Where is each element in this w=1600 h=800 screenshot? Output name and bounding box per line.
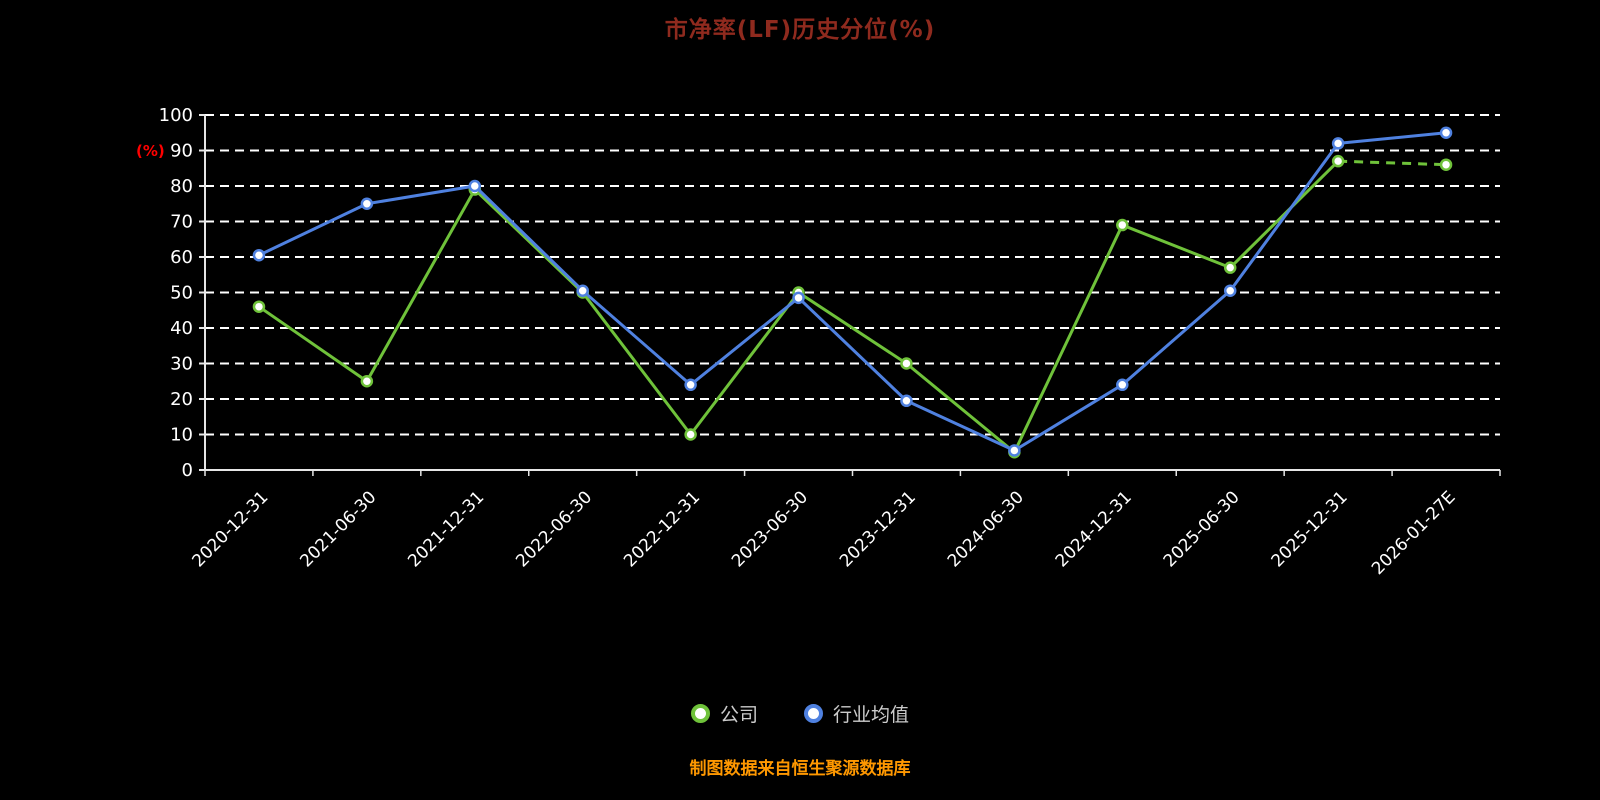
legend-label-industry-average: 行业均值 [833, 704, 910, 726]
y-axis-unit-label: (%) [136, 142, 165, 160]
data-point[interactable] [576, 284, 589, 297]
data-point[interactable] [1331, 137, 1345, 150]
data-point[interactable] [684, 428, 697, 441]
x-axis-label: 2022-12-31 [620, 487, 704, 571]
y-axis-tick-label: 20 [170, 389, 193, 410]
y-axis-tick-label: 60 [170, 247, 193, 268]
data-point[interactable] [360, 197, 374, 210]
data-point[interactable] [1331, 154, 1345, 168]
legend: 公司 行业均值 [0, 700, 1600, 727]
data-source-caption: 制图数据来自恒生聚源数据库 [689, 759, 911, 779]
y-axis-tick-label: 50 [170, 283, 193, 304]
data-point[interactable] [792, 291, 805, 305]
series-line-0-forecast-segment [1338, 159, 1447, 167]
y-axis-tick-label: 70 [170, 212, 193, 233]
x-axis-label: 2024-06-30 [944, 487, 1028, 571]
data-point[interactable] [252, 248, 266, 262]
x-axis-label: 2023-12-31 [836, 487, 920, 571]
legend-marker-company-icon [690, 704, 710, 723]
data-point[interactable] [1439, 126, 1453, 139]
data-point[interactable] [1008, 444, 1021, 457]
x-axis-label: 2025-06-30 [1160, 487, 1244, 571]
x-axis-label: 2023-06-30 [728, 487, 812, 571]
data-point[interactable] [900, 357, 913, 370]
x-axis-label: 2026-01-27E [1368, 487, 1460, 579]
series-line-1 [257, 131, 1448, 452]
data-point[interactable] [468, 179, 482, 193]
data-point[interactable] [1223, 261, 1237, 274]
data-point[interactable] [1223, 284, 1237, 297]
x-axis-label: 2020-12-31 [188, 487, 272, 571]
x-axis-label: 2021-06-30 [296, 487, 380, 571]
x-axis-label: 2025-12-31 [1268, 487, 1352, 571]
x-axis-label: 2021-12-31 [404, 487, 488, 571]
y-axis-tick-label: 0 [182, 460, 193, 481]
y-axis-tick-label: 80 [170, 176, 193, 197]
chart-title: 市净率(LF)历史分位(%) [664, 17, 936, 43]
x-axis-label: 2024-12-31 [1052, 487, 1136, 571]
line-chart: 0 10 20 30 40 50 60 70 80 90 100 2020-12-31 2021-06-… [159, 105, 1501, 579]
legend-item-company[interactable]: 公司 [690, 700, 758, 727]
data-point[interactable] [1439, 158, 1453, 171]
y-axis-tick-label: 30 [170, 354, 193, 375]
y-axis-tick-label: 100 [159, 105, 193, 126]
y-axis-tick-label: 40 [170, 318, 193, 339]
data-point[interactable] [684, 378, 697, 392]
legend-marker-industry-average-icon [804, 704, 823, 723]
legend-label-company: 公司 [719, 704, 758, 726]
data-point[interactable] [252, 300, 266, 313]
legend-item-industry-average[interactable]: 行业均值 [804, 700, 909, 727]
data-point[interactable] [900, 394, 913, 408]
data-point[interactable] [360, 375, 374, 388]
x-axis-label: 2022-06-30 [512, 487, 596, 571]
data-point[interactable] [1116, 378, 1129, 392]
y-axis-tick-label: 10 [170, 425, 193, 446]
series-line-0 [257, 159, 1340, 454]
data-point[interactable] [1116, 218, 1129, 232]
y-axis-tick-label: 90 [170, 141, 193, 162]
